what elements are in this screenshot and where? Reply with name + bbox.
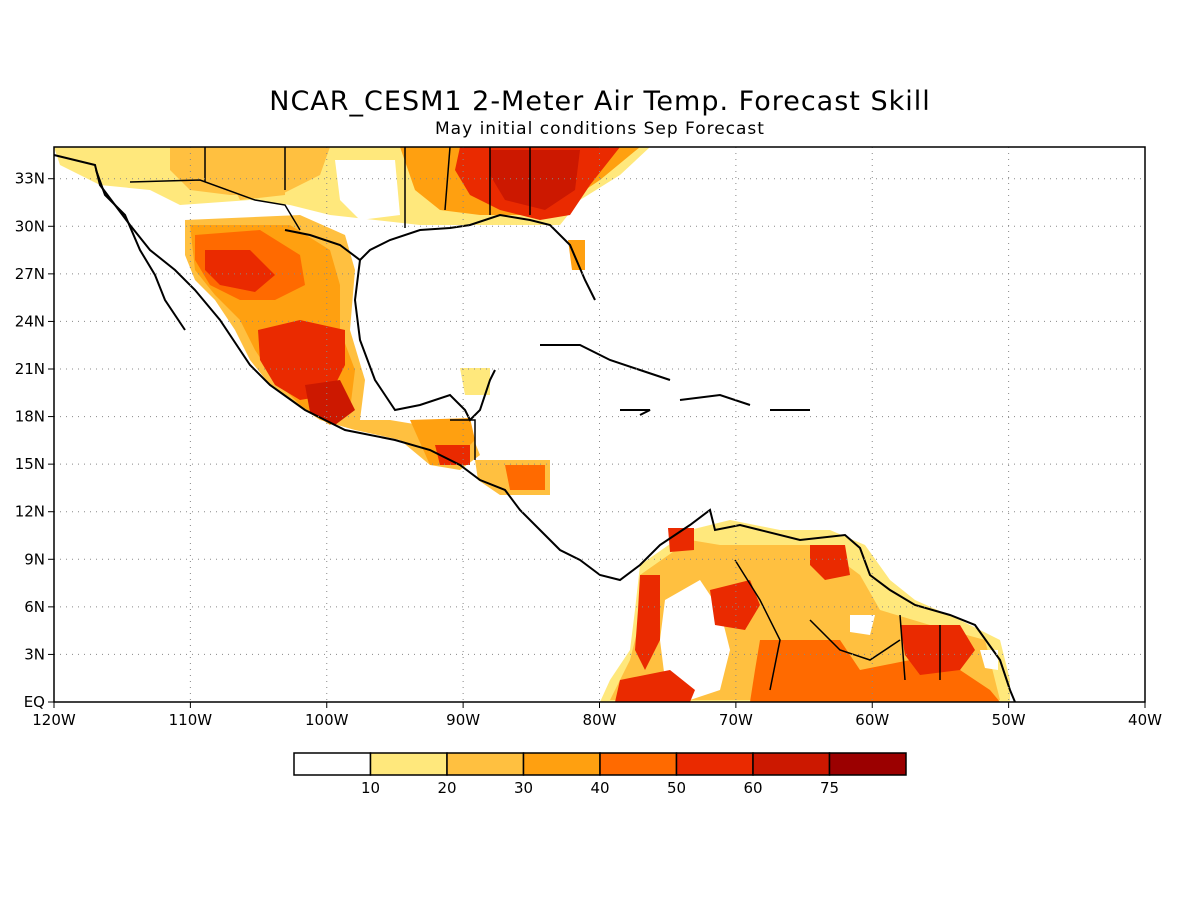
sa-colombia-south [615,670,695,702]
y-tick-label: 30N [15,217,45,235]
mexico-north-core [205,250,275,292]
x-tick-label: 50W [992,711,1026,729]
white-gap-1 [850,615,875,635]
y-tick-label: 24N [15,312,45,330]
colorbar-swatch [828,752,907,776]
colorbar-label: 30 [514,779,533,797]
x-tick-label: 80W [583,711,617,729]
y-tick-label: 33N [15,170,45,188]
y-tick-label: 21N [15,360,45,378]
colombia-west-high [635,575,660,670]
mexico-south-core [305,380,355,425]
x-tick-label: 100W [305,711,349,729]
us-white-hole2 [230,150,285,200]
colorbar-label: 20 [437,779,456,797]
coastlines [53,154,1016,703]
x-tick-label: 60W [855,711,889,729]
colorbar-label: 40 [590,779,609,797]
guianas-high [900,625,975,675]
colorbar-label: 10 [361,779,380,797]
x-tick-label: 40W [1128,711,1162,729]
se-us-skill-core [490,150,580,210]
longitude-tick-labels: 120W 110W 100W 90W 80W 70W 60W 50W 40W [32,702,1162,729]
x-tick-label: 110W [169,711,213,729]
y-tick-label: 15N [15,455,45,473]
colorbar-label: 50 [667,779,686,797]
north-coast-high [668,528,694,552]
colorbar-swatch [293,752,372,776]
colorbar-swatch [675,752,754,776]
sa-white-interior [660,580,730,700]
guatemala-high [435,445,470,465]
lat-lon-grid [54,147,1145,702]
venezuela-east-high [810,545,850,580]
chart-subtitle: May initial conditions Sep Forecast [435,119,765,139]
florida-skill [568,240,585,270]
y-tick-label: 18N [15,408,45,426]
yucatan-light [460,368,490,395]
colorbar-swatch [369,752,448,776]
colorbar: 10 20 30 40 50 60 75 [293,752,907,797]
y-tick-label: 27N [15,265,45,283]
colorbar-label: 60 [743,779,762,797]
chart-title: NCAR_CESM1 2-Meter Air Temp. Forecast Sk… [269,86,931,117]
venezuela-high [710,580,760,630]
colorbar-swatch [446,752,525,776]
latitude-tick-labels: EQ 3N 6N 9N 12N 15N 18N 21N 24N 27N 30N 33N [15,170,54,711]
colorbar-swatch [599,752,678,776]
x-tick-label: 90W [446,711,480,729]
white-gap-2 [980,650,998,670]
skill-field [54,147,1010,702]
country-borders [129,146,941,691]
x-tick-label: 70W [719,711,753,729]
y-tick-label: EQ [24,693,45,711]
y-tick-label: 12N [15,503,45,521]
x-tick-label: 120W [32,711,76,729]
us-white-hole [335,160,400,220]
colorbar-swatch [752,752,831,776]
y-tick-label: 9N [24,550,45,568]
colorbar-swatch [522,752,601,776]
amazon-north-high [750,640,1000,702]
y-tick-label: 3N [24,645,45,663]
honduras-mid [505,465,545,490]
mexico-central-high [258,320,345,400]
colorbar-label: 75 [820,779,839,797]
y-tick-label: 6N [24,598,45,616]
